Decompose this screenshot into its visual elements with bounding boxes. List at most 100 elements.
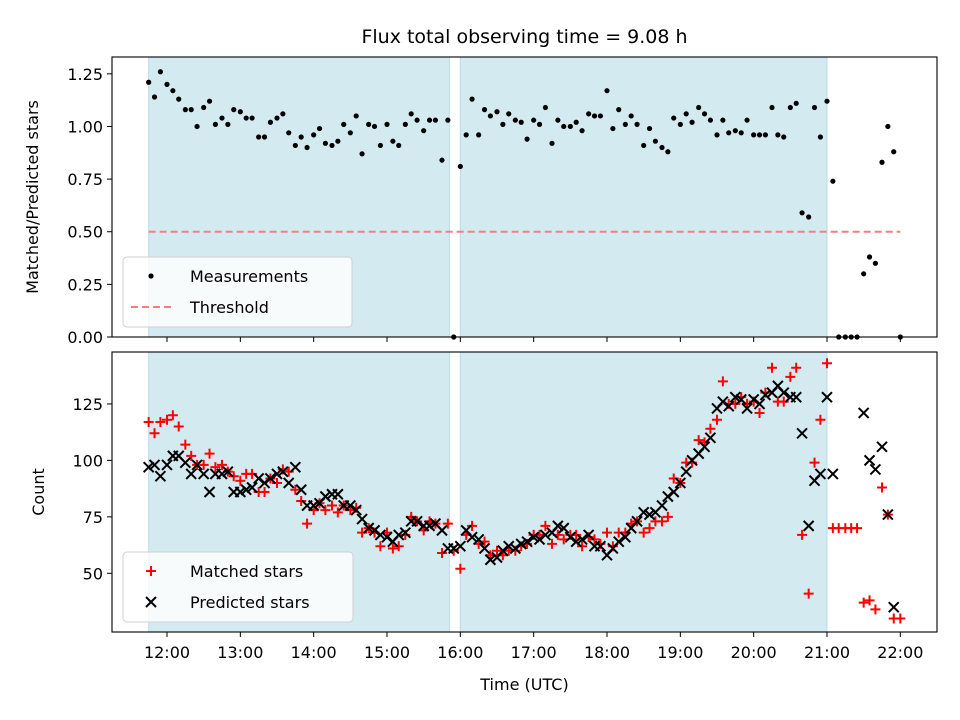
top-measurements-point [696,104,702,111]
top-measurements-point [866,254,873,260]
bottom-matched-stars-point [895,613,906,624]
top-measurements-point [335,138,341,144]
bottom-predicted-stars-point [680,465,692,478]
top-measurements-point [194,123,200,130]
top-measurements-point [353,113,359,119]
bottom-matched-stars-point [852,523,863,534]
bottom-predicted-stars-point [729,391,742,403]
top-measurements-point [573,119,579,125]
bottom-legend-label: Matched stars [190,562,303,581]
bottom-predicted-stars-point [466,531,478,543]
bottom-predicted-stars-point [307,499,320,512]
top-measurements-point [146,79,152,85]
bottom-matched-stars-point [155,417,166,427]
bottom-matched-stars-point [803,588,814,599]
bottom-x-tick-label: 19:00 [657,643,703,662]
bottom-predicted-stars-point [827,468,839,480]
top-measurements-point [775,132,781,138]
top-measurements-point [586,111,592,117]
top-measurements-point [377,142,383,149]
bottom-predicted-stars-point [759,389,772,401]
bottom-matched-stars-point [717,376,728,387]
bottom-predicted-stars-point [876,441,888,453]
bottom-y-tick-label: 50 [83,564,103,583]
top-measurements-point [329,142,335,149]
top-measurements-point [531,117,537,123]
bottom-predicted-stars-point [423,520,436,532]
bottom-predicted-stars-point [814,468,827,480]
bottom-matched-stars-point [235,475,246,486]
top-y-axis-label: Matched/Predicted stars [23,100,42,294]
bottom-observing-window-2 [459,351,828,633]
bottom-matched-stars-point [858,597,869,608]
bottom-predicted-stars-point [698,441,711,453]
top-measurements-point [555,117,561,123]
bottom-matched-stars-point [180,439,191,450]
top-measurements-point [861,271,867,277]
bottom-matched-stars-point [822,358,832,369]
bottom-predicted-stars-point [185,468,197,480]
bottom-matched-stars-point [302,518,313,529]
top-measurements-point [170,88,176,94]
top-measurements-point [830,178,836,184]
top-measurements-point [518,119,524,125]
bottom-legend-label: Predicted stars [190,593,310,612]
top-measurements-point [274,115,280,121]
top-measurements-point [286,130,292,136]
bottom-predicted-stars-point [289,461,302,473]
bottom-predicted-stars-point [448,542,460,555]
bottom-y-axis-label: Count [29,468,48,516]
top-measurements-point [628,113,634,119]
top-measurements-point [732,128,738,134]
top-measurements-point [347,130,353,136]
bottom-predicted-stars-point [869,463,882,476]
bottom-predicted-stars-point [319,490,332,503]
bottom-axes-frame [111,351,938,633]
top-measurements-point [487,113,493,119]
top-measurements-point [316,125,323,132]
top-measurements-point [793,100,799,106]
bottom-x-tick-label: 21:00 [804,643,850,662]
top-measurements-point [634,121,640,127]
top-measurements-point [439,157,445,163]
bottom-predicted-stars-point [454,540,467,552]
bottom-x-tick-label: 22:00 [877,643,923,662]
bottom-predicted-stars-point [888,601,900,613]
top-measurements-point [872,260,879,266]
bottom-matched-stars-point [387,543,398,554]
bottom-predicted-stars-point [264,472,277,485]
top-measurements-point [182,107,188,113]
bottom-matched-stars-point [602,527,612,538]
bottom-predicted-stars-point [570,535,582,548]
bottom-matched-stars-point [375,541,386,552]
bottom-matched-stars-point [186,450,197,461]
top-measurements-point [243,115,249,121]
top-measurements-point [762,132,769,138]
bottom-predicted-stars-point [576,533,588,546]
top-measurements-point [359,151,365,157]
bottom-matched-stars-point [393,541,404,552]
bottom-predicted-stars-point [142,461,155,473]
bottom-matched-stars-point [198,459,209,470]
top-observing-window-2 [459,56,828,338]
top-measurements-point [769,104,775,111]
bottom-predicted-stars-point [558,522,570,534]
top-y-tick-label: 1.00 [67,117,103,136]
top-measurements-point [298,134,304,140]
top-measurements-point [885,123,891,130]
bottom-matched-stars-point [577,541,588,552]
top-measurements-point [408,111,414,117]
bottom-predicted-stars-point [753,398,766,410]
top-measurements-point [402,121,408,127]
top-measurements-point [542,104,549,111]
top-measurements-point [311,132,317,138]
top-measurements-point [720,117,726,123]
bottom-predicted-stars-point [161,459,173,471]
bottom-predicted-stars-point [521,535,533,548]
bottom-matched-stars-point [327,500,337,511]
top-measurements-point [322,140,328,146]
top-measurements-point [341,121,347,127]
top-measurements-point [781,134,787,140]
bottom-matched-stars-point [657,516,667,527]
top-measurements-point [677,121,683,127]
